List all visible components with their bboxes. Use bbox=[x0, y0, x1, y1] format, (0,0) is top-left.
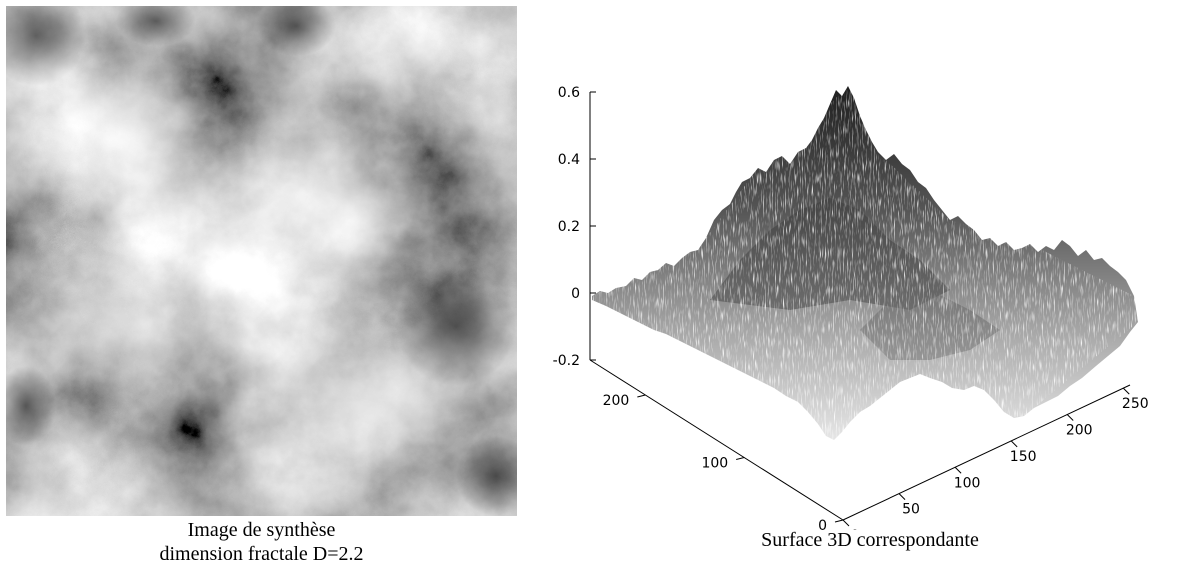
z-tick-label: 0.6 bbox=[558, 85, 580, 101]
y-tick-mark bbox=[637, 394, 646, 398]
fractal-dark-regions bbox=[6, 6, 517, 516]
left-caption: Image de synthèse dimension fractale D=2… bbox=[6, 518, 517, 566]
fractal-heatmap bbox=[6, 6, 517, 516]
surface-plot: -0.2 0 0.2 0.4 0.6 0 100 200 0 50 100 150 200 250 bbox=[530, 60, 1180, 544]
z-tick-label: -0.2 bbox=[553, 353, 580, 369]
x-tick-label: 50 bbox=[902, 502, 920, 518]
z-tick-label: 0.2 bbox=[558, 219, 580, 235]
x-tick-mark bbox=[842, 519, 850, 527]
x-tick-mark bbox=[1122, 387, 1130, 395]
x-tick-label: 150 bbox=[1010, 449, 1037, 465]
y-tick-label: 0 bbox=[818, 518, 827, 530]
z-axis-ticks: -0.2 0 0.2 0.4 0.6 bbox=[553, 85, 596, 369]
fractal-image bbox=[6, 6, 517, 516]
x-tick-label: 200 bbox=[1066, 423, 1093, 439]
left-caption-line1: Image de synthèse bbox=[187, 519, 336, 541]
x-tick-mark bbox=[954, 466, 962, 474]
z-tick-label: 0.4 bbox=[558, 152, 580, 168]
x-tick-mark bbox=[1066, 414, 1074, 421]
surface-speckle bbox=[592, 86, 1138, 440]
y-tick-label: 200 bbox=[603, 393, 630, 409]
y-axis bbox=[589, 359, 844, 521]
left-caption-line2: dimension fractale D=2.2 bbox=[159, 543, 364, 565]
z-tick-label: 0 bbox=[571, 286, 580, 302]
surface-svg: -0.2 0 0.2 0.4 0.6 0 100 200 0 50 100 150 200 250 bbox=[553, 85, 1149, 544]
y-tick-mark bbox=[736, 457, 745, 460]
x-tick-label: 100 bbox=[954, 475, 981, 491]
x-axis bbox=[842, 384, 1131, 521]
x-tick-label: 250 bbox=[1122, 396, 1149, 412]
x-tick-mark bbox=[898, 493, 906, 500]
y-tick-label: 100 bbox=[701, 456, 728, 472]
x-tick-mark bbox=[1010, 440, 1018, 448]
y-tick-mark bbox=[834, 519, 844, 523]
fractal-bright-regions bbox=[16, 46, 486, 476]
y-axis-ticks: 0 100 200 bbox=[603, 393, 844, 534]
right-caption: Surface 3D correspondante bbox=[761, 529, 979, 551]
